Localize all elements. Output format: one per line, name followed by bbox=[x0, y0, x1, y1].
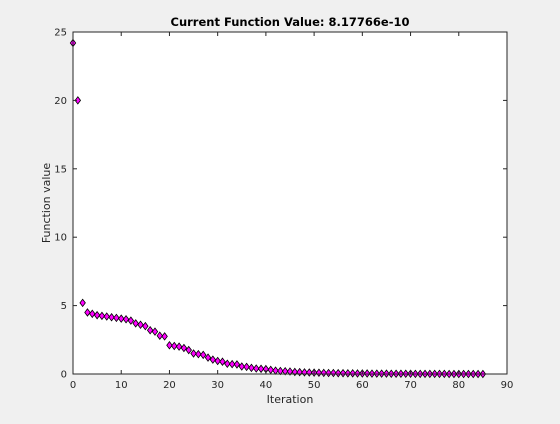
data-point-marker bbox=[132, 319, 139, 328]
data-point-marker bbox=[113, 313, 120, 323]
data-point-marker bbox=[228, 359, 236, 369]
data-point-marker bbox=[209, 355, 217, 364]
data-point-marker bbox=[175, 342, 183, 351]
x-tick-label: 0 bbox=[70, 380, 76, 391]
data-point-marker bbox=[127, 316, 135, 325]
data-point-marker bbox=[238, 362, 245, 371]
y-tick-label: 15 bbox=[54, 164, 67, 175]
y-tick-label: 5 bbox=[61, 301, 67, 312]
plot-area bbox=[73, 32, 507, 374]
data-point-marker bbox=[118, 314, 125, 323]
data-point-marker bbox=[195, 349, 202, 359]
data-point-marker bbox=[286, 367, 294, 376]
y-axis-ticks: 0 5 10 15 20 25 bbox=[54, 28, 507, 381]
data-point-marker bbox=[315, 368, 323, 378]
data-point-marker bbox=[219, 357, 226, 366]
data-markers bbox=[69, 38, 487, 379]
data-point-marker bbox=[349, 369, 356, 378]
data-point-marker bbox=[204, 353, 212, 362]
x-tick-label: 90 bbox=[501, 380, 514, 391]
data-point-marker bbox=[320, 368, 327, 378]
y-axis-label: Function value bbox=[40, 163, 53, 244]
data-point-marker bbox=[93, 310, 101, 320]
data-point-marker bbox=[161, 332, 168, 341]
chart-title: Current Function Value: 8.17766e-10 bbox=[171, 15, 410, 29]
data-point-marker bbox=[354, 369, 361, 378]
data-point-marker bbox=[243, 362, 250, 372]
x-tick-label: 20 bbox=[163, 380, 176, 391]
x-axis-label: Iteration bbox=[267, 393, 314, 406]
data-point-marker bbox=[325, 368, 332, 378]
data-point-marker bbox=[277, 366, 284, 376]
data-point-marker bbox=[248, 363, 255, 373]
data-point-marker bbox=[224, 359, 231, 369]
x-tick-label: 30 bbox=[211, 380, 224, 391]
data-point-marker bbox=[214, 356, 221, 366]
data-point-marker bbox=[281, 366, 289, 376]
data-point-marker bbox=[137, 320, 144, 330]
x-tick-label: 80 bbox=[452, 380, 465, 391]
data-point-marker bbox=[363, 369, 371, 378]
data-point-marker bbox=[142, 321, 149, 331]
data-point-marker bbox=[344, 369, 352, 378]
axes bbox=[72, 31, 508, 375]
data-point-marker bbox=[98, 311, 106, 321]
data-point-marker bbox=[79, 298, 86, 308]
data-point-marker bbox=[146, 325, 154, 335]
data-point-marker bbox=[257, 364, 265, 374]
x-tick-label: 50 bbox=[308, 380, 321, 391]
data-point-marker bbox=[171, 341, 178, 351]
y-tick-label: 0 bbox=[61, 370, 67, 381]
data-point-marker bbox=[156, 331, 164, 340]
data-point-marker bbox=[89, 309, 96, 319]
data-point-marker bbox=[108, 312, 115, 322]
data-point-marker bbox=[74, 96, 82, 105]
data-point-marker bbox=[253, 364, 260, 373]
x-tick-label: 10 bbox=[115, 380, 128, 391]
data-point-marker bbox=[84, 308, 91, 317]
data-point-marker bbox=[335, 368, 342, 378]
data-point-marker bbox=[233, 360, 241, 369]
y-tick-label: 10 bbox=[54, 233, 67, 244]
data-point-marker bbox=[166, 341, 173, 350]
y-tick-label: 25 bbox=[54, 28, 67, 39]
data-point-marker bbox=[330, 368, 337, 378]
data-point-marker bbox=[151, 327, 159, 336]
data-point-marker bbox=[267, 365, 274, 375]
data-point-marker bbox=[200, 350, 207, 360]
x-tick-label: 40 bbox=[260, 380, 273, 391]
data-point-marker bbox=[190, 349, 197, 358]
axes-box bbox=[72, 31, 508, 375]
data-point-marker bbox=[339, 368, 347, 378]
data-point-marker bbox=[122, 315, 130, 324]
data-point-marker bbox=[185, 345, 192, 355]
data-point-marker bbox=[103, 312, 110, 321]
x-tick-label: 70 bbox=[404, 380, 417, 391]
x-tick-label: 60 bbox=[356, 380, 369, 391]
data-point-marker bbox=[180, 343, 188, 353]
y-tick-label: 20 bbox=[54, 96, 67, 107]
x-axis-ticks: 0 10 20 30 40 50 60 70 80 90 bbox=[70, 32, 514, 391]
